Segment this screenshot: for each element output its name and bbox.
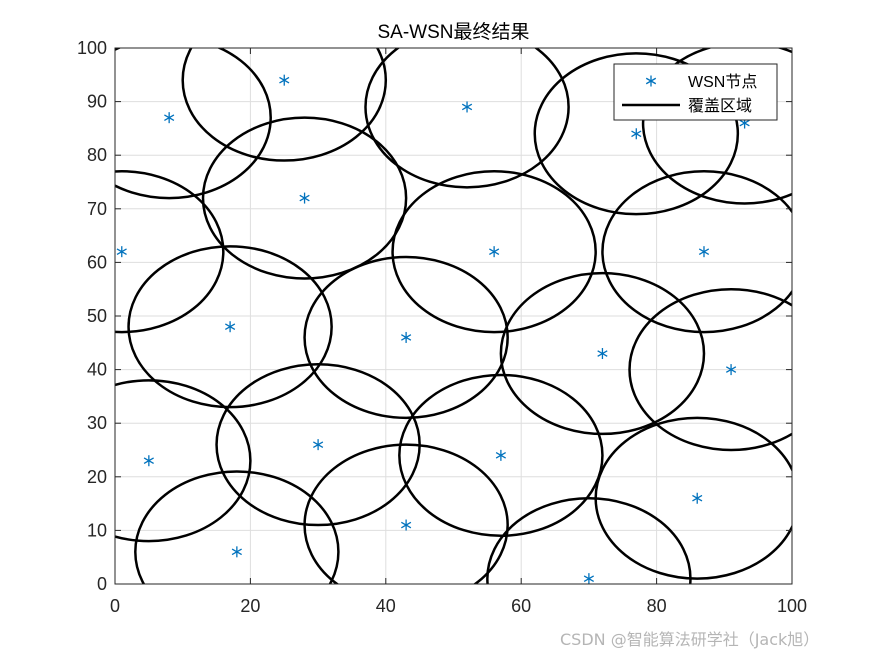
y-tick-label: 50 [87,306,107,326]
node-marker [631,128,642,140]
coverage-circle [115,170,225,334]
node-marker [489,246,500,258]
node-marker [231,546,242,558]
node-marker [116,246,127,258]
coverage-circle [134,470,340,584]
watermark: CSDN @智能算法研学社（Jack旭） [560,630,820,649]
coverage-circle [628,287,792,452]
coverage-circle [594,416,792,580]
node-marker [279,74,290,86]
coverage-circle [115,379,252,543]
y-tick-label: 10 [87,520,107,540]
legend-label-nodes: WSN节点 [688,73,757,91]
coverage-circle [303,443,509,584]
x-tick-label: 80 [647,596,667,616]
x-tick-label: 60 [511,596,531,616]
coverage-circle [303,255,509,420]
chart-title: SA-WSN最终结果 [377,21,529,43]
grid-lines [114,47,793,585]
node-marker [597,348,608,360]
x-tick-label: 20 [240,596,260,616]
node-marker [583,573,595,585]
node-marker [401,519,412,531]
y-tick-label: 40 [87,360,107,380]
y-tick-label: 70 [87,199,107,219]
coverage-circle [533,52,740,216]
coverage-circle [115,48,272,200]
coverage-circle [127,245,333,409]
legend-label-coverage: 覆盖区域 [688,97,752,115]
y-tick-label: 90 [87,92,107,112]
node-marker [461,101,473,113]
x-tick-label: 0 [110,596,120,616]
y-tick-label: 100 [77,38,107,58]
y-tick-label: 20 [87,467,107,487]
node-marker [224,321,236,333]
y-tick-label: 0 [97,574,107,594]
coverage-circle [364,48,570,189]
legend-box [613,63,778,121]
y-tick-label: 30 [87,413,107,433]
node-marker [692,492,703,504]
node-marker [143,455,154,467]
y-tick-label: 60 [87,252,107,272]
coverage-circle [499,271,706,436]
x-tick-label: 100 [777,596,807,616]
coverage-circle [391,170,597,334]
node-marker [401,331,412,343]
node-marker [495,449,506,461]
coverage-circles [115,48,792,584]
node-markers [116,74,750,585]
node-marker [299,192,310,204]
node-marker [312,439,324,451]
legend-marker-nodes [645,75,657,87]
coverage-circle [641,48,792,205]
coverage-circle [601,170,792,334]
axis-ticks: 0 20 40 60 80 100 0 10 20 30 40 50 60 70 80 90 100 [77,38,807,616]
node-marker [164,112,175,124]
coverage-circle [398,373,604,538]
coverage-circle [201,116,408,280]
coverage-circle [181,48,388,162]
y-tick-label: 80 [87,145,107,165]
node-marker [725,364,737,376]
node-marker [698,246,710,258]
x-tick-label: 40 [376,596,396,616]
